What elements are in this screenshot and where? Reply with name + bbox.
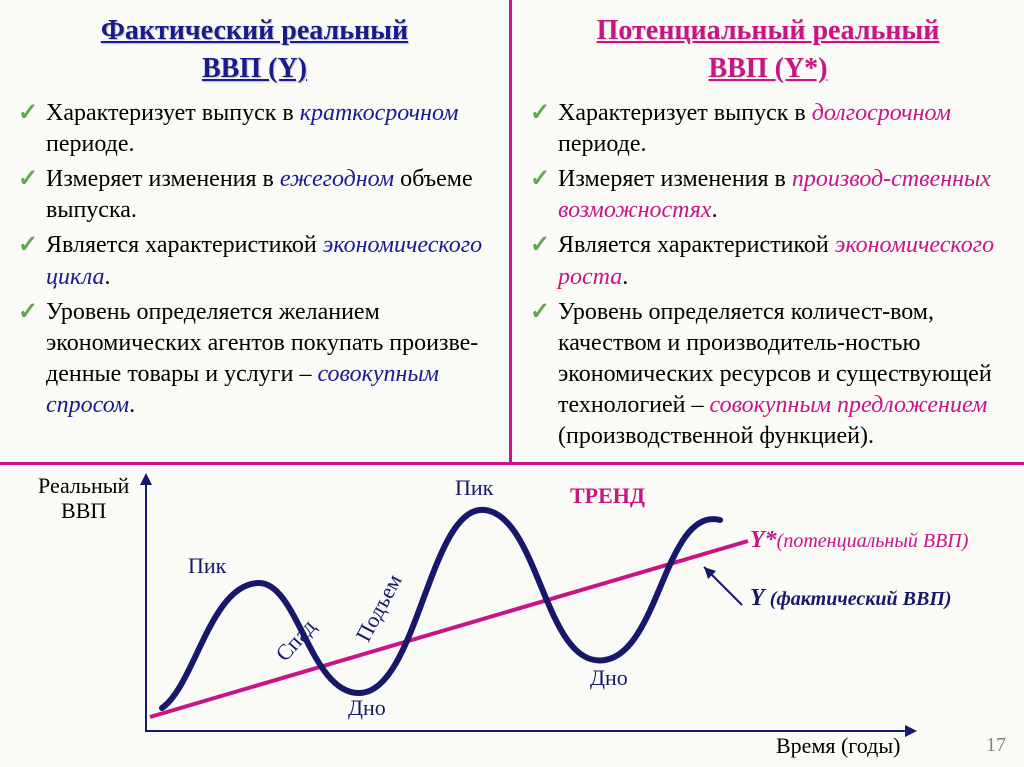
business-cycle-chart: Реальный ВВП Время (годы) Пик Пик Дно Дн…: [0, 465, 1024, 755]
bullet-item: Характеризует выпуск в краткосрочном пер…: [18, 98, 491, 160]
wave-curve: [162, 510, 720, 708]
y-axis-label: Реальный ВВП: [38, 473, 129, 524]
trend-label: ТРЕНД: [570, 483, 645, 509]
peak-label: Пик: [455, 475, 493, 501]
bullet-item: Уровень определяется количест-вом, качес…: [530, 297, 1006, 453]
left-column: Фактический реальный ВВП (Y) Характеризу…: [0, 0, 512, 462]
trough-label: Дно: [590, 665, 628, 691]
bullet-item: Характеризует выпуск в долгосрочном пери…: [530, 98, 1006, 160]
right-bullets: Характеризует выпуск в долгосрочном пери…: [530, 98, 1006, 453]
y-axis: [145, 475, 147, 730]
bullet-item: Измеряет изменения в производ-ственных в…: [530, 164, 1006, 226]
trend-line: [150, 541, 748, 717]
right-heading: Потенциальный реальный ВВП (Y*): [530, 12, 1006, 88]
bullet-item: Измеряет изменения в ежегодном объеме вы…: [18, 164, 491, 226]
yfact-label: Y (фактический ВВП): [750, 585, 952, 612]
heading-line2: ВВП (Y*): [709, 53, 828, 84]
comparison-columns: Фактический реальный ВВП (Y) Характеризу…: [0, 0, 1024, 465]
trough-label: Дно: [348, 695, 386, 721]
page-number: 17: [986, 734, 1006, 757]
heading-line2: ВВП (Y): [202, 53, 307, 84]
heading-line1: Фактический реальный: [101, 15, 408, 46]
ystar-label: Y*(потенциальный ВВП): [750, 527, 968, 554]
left-heading: Фактический реальный ВВП (Y): [18, 12, 491, 88]
bullet-item: Уровень определяется желанием экономичес…: [18, 297, 491, 422]
x-axis-label: Время (годы): [776, 733, 900, 759]
heading-line1: Потенциальный реальный: [597, 15, 940, 46]
bullet-item: Является характеристикой экономического …: [18, 230, 491, 292]
bullet-item: Является характеристикой экономического …: [530, 230, 1006, 292]
x-axis: [145, 730, 915, 732]
peak-label: Пик: [188, 553, 226, 579]
right-column: Потенциальный реальный ВВП (Y*) Характер…: [512, 0, 1024, 462]
left-bullets: Характеризует выпуск в краткосрочном пер…: [18, 98, 491, 422]
